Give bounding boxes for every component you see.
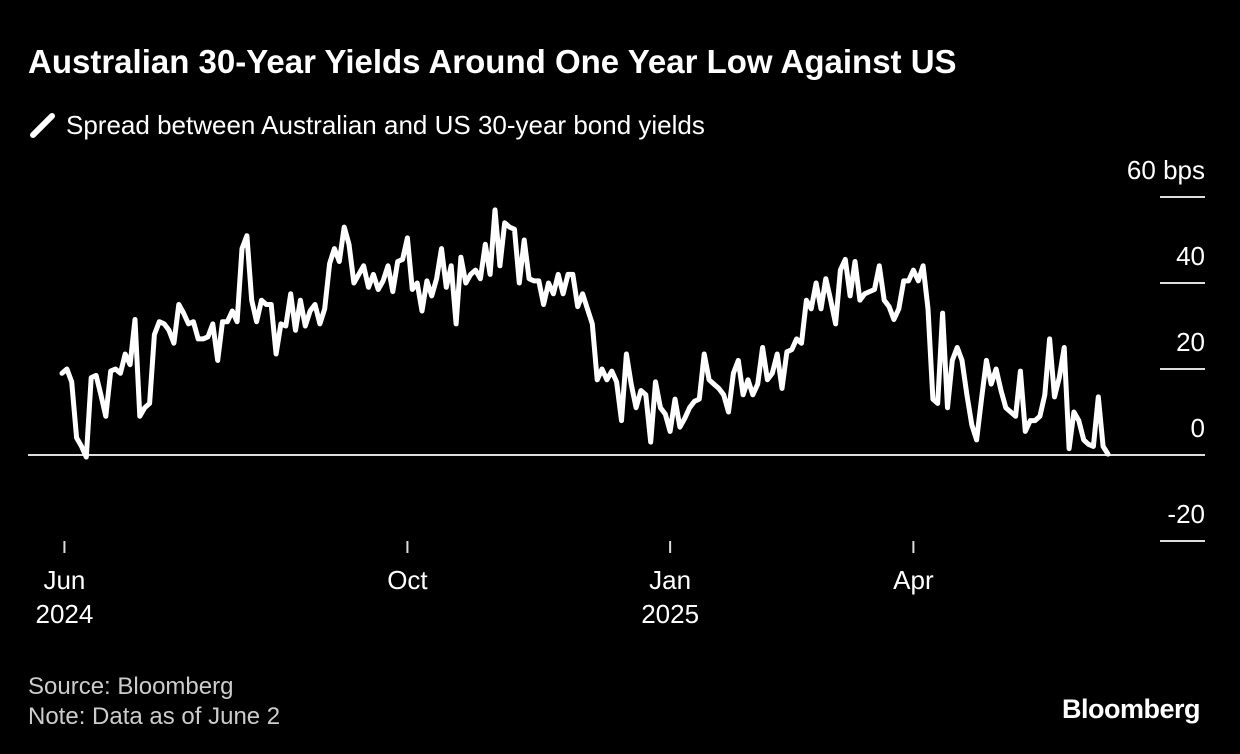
y-tick-label: 40 bbox=[1176, 241, 1205, 271]
x-tick-label: Oct bbox=[387, 565, 428, 595]
chart-title: Australian 30-Year Yields Around One Yea… bbox=[28, 43, 957, 80]
y-tick-label: 20 bbox=[1176, 327, 1205, 357]
y-tick-label: 0 bbox=[1191, 413, 1205, 443]
x-tick-label: Apr bbox=[893, 565, 934, 595]
series-line bbox=[59, 207, 1111, 460]
note: Note: Data as of June 2 bbox=[28, 703, 280, 730]
x-tick-label: Jun 2024 bbox=[35, 565, 94, 629]
y-tick-label: -20 bbox=[1167, 499, 1205, 529]
brand-logo: Bloomberg bbox=[1062, 694, 1200, 724]
legend-label: Spread between Australian and US 30-year… bbox=[66, 110, 705, 140]
source: Source: Bloomberg bbox=[28, 673, 233, 700]
x-tick-label: Jan 2025 bbox=[641, 565, 700, 629]
legend-swatch bbox=[30, 113, 55, 138]
y-tick-label: 60 bps bbox=[1127, 155, 1205, 185]
